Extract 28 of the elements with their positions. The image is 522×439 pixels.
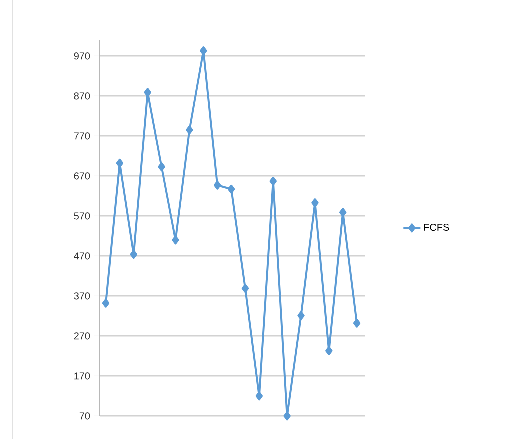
- y-tick-label: 470: [74, 252, 90, 260]
- y-tick-label: 770: [74, 132, 90, 140]
- point: [186, 126, 194, 134]
- y-tick-label: 70: [80, 412, 90, 420]
- point: [144, 88, 152, 97]
- point: [102, 298, 110, 308]
- point: [256, 392, 264, 400]
- point: [242, 284, 250, 293]
- point: [200, 46, 208, 56]
- point: [116, 158, 124, 168]
- point: [172, 236, 180, 244]
- point: [158, 162, 166, 172]
- point: [339, 208, 347, 217]
- legend-label: FCFS: [424, 224, 450, 231]
- y-tick-label: 870: [74, 92, 90, 100]
- point: [270, 176, 277, 186]
- y-tick-label: 570: [74, 212, 90, 220]
- y-tick-label: 270: [74, 332, 90, 340]
- y-tick-label: 170: [74, 372, 90, 380]
- point: [298, 311, 305, 320]
- point: [312, 198, 319, 208]
- point: [353, 318, 361, 328]
- point: [214, 180, 222, 190]
- point: [284, 412, 291, 420]
- y-tick-label: 670: [74, 172, 90, 180]
- y-tick-label: 970: [74, 52, 90, 60]
- y-tick-label: 370: [74, 292, 90, 300]
- point: [228, 184, 236, 194]
